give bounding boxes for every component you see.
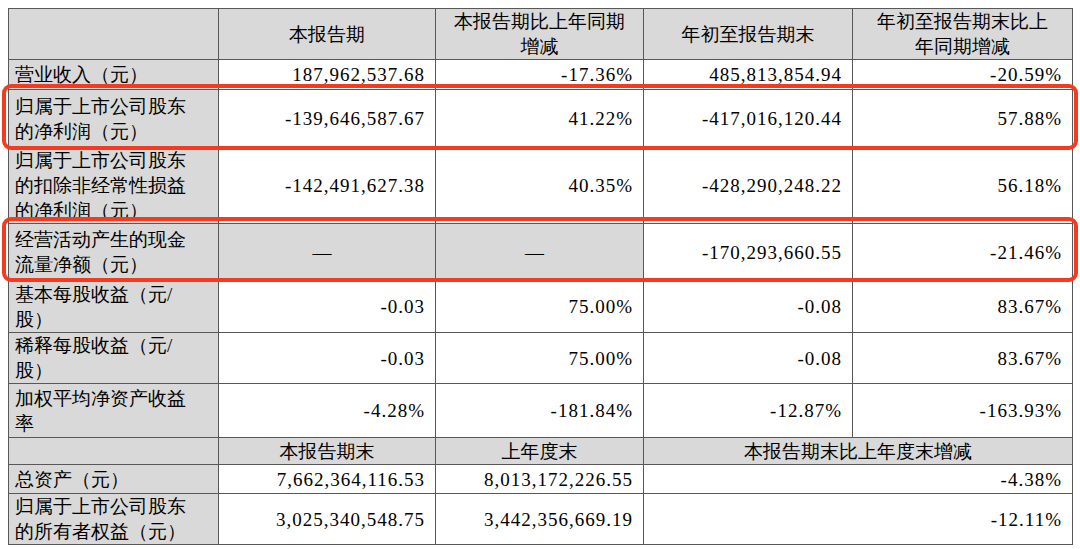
value-cell: -21.46% [853, 224, 1073, 281]
table-row-operating-cash-flow: 经营活动产生的现金 流量净额（元） — — -170,293,660.55 -2… [9, 224, 1073, 281]
header-cell-current-period: 本报告期 [219, 9, 436, 60]
value-cell: -12.11% [644, 494, 1073, 545]
row-header-cell: 基本每股收益（元/ 股） [9, 281, 219, 333]
row-header-cell: 加权平均净资产收益 率 [9, 384, 219, 438]
table-row-net-profit: 归属于上市公司股东 的净利润（元） -139,646,587.67 41.22%… [9, 90, 1073, 148]
financial-report-snippet: 本报告期 本报告期比上年同期 增减 年初至报告期末 年初至报告期末比上 年同期增… [0, 0, 1080, 549]
value-cell: -20.59% [853, 60, 1073, 90]
value-cell: -170,293,660.55 [644, 224, 853, 281]
header-cell-ytd-yoy-change: 年初至报告期末比上 年同期增减 [853, 9, 1073, 60]
value-cell: 3,442,356,669.19 [436, 494, 644, 545]
row-header-cell: 经营活动产生的现金 流量净额（元） [9, 224, 219, 281]
header-cell-change-vs-prior-year-end: 本报告期末比上年度末增减 [644, 438, 1073, 465]
value-cell-dash: — [219, 224, 436, 281]
value-cell: 40.35% [436, 148, 644, 224]
table-row-shareholders-equity: 归属于上市公司股东 的所有者权益（元） 3,025,340,548.75 3,4… [9, 494, 1073, 545]
period-end-table: 本报告期末 上年度末 本报告期末比上年度末增减 总资产（元） 7,662,364… [8, 437, 1073, 545]
header-cell-period-end: 本报告期末 [219, 438, 436, 465]
row-header-cell: 归属于上市公司股东 的扣除非经常性损益 的净利润（元） [9, 148, 219, 224]
value-cell: 187,962,537.68 [219, 60, 436, 90]
row-header-cell: 营业收入（元） [9, 60, 219, 90]
value-cell: 83.67% [853, 333, 1073, 384]
value-cell: -0.03 [219, 281, 436, 333]
header-cell-blank [9, 9, 219, 60]
value-cell: -163.93% [853, 384, 1073, 438]
value-cell: -4.38% [644, 465, 1073, 494]
value-cell: -139,646,587.67 [219, 90, 436, 148]
value-cell: 3,025,340,548.75 [219, 494, 436, 545]
table-row-diluted-eps: 稀释每股收益（元/ 股） -0.03 75.00% -0.08 83.67% [9, 333, 1073, 384]
quarterly-results-table: 本报告期 本报告期比上年同期 增减 年初至报告期末 年初至报告期末比上 年同期增… [8, 8, 1073, 438]
table-row-net-profit-excl-nonrecurring: 归属于上市公司股东 的扣除非经常性损益 的净利润（元） -142,491,627… [9, 148, 1073, 224]
value-cell: -0.03 [219, 333, 436, 384]
value-cell: -12.87% [644, 384, 853, 438]
value-cell: -142,491,627.38 [219, 148, 436, 224]
value-cell: 56.18% [853, 148, 1073, 224]
value-cell: -428,290,248.22 [644, 148, 853, 224]
value-cell: -0.08 [644, 281, 853, 333]
value-cell: -4.28% [219, 384, 436, 438]
value-cell: 75.00% [436, 333, 644, 384]
row-header-cell: 稀释每股收益（元/ 股） [9, 333, 219, 384]
table-row-weighted-avg-roe: 加权平均净资产收益 率 -4.28% -181.84% -12.87% -163… [9, 384, 1073, 438]
header-cell-prior-year-end: 上年度末 [436, 438, 644, 465]
table-row-total-assets: 总资产（元） 7,662,364,116.53 8,013,172,226.55… [9, 465, 1073, 494]
value-cell: 8,013,172,226.55 [436, 465, 644, 494]
table-row-basic-eps: 基本每股收益（元/ 股） -0.03 75.00% -0.08 83.67% [9, 281, 1073, 333]
value-cell: -0.08 [644, 333, 853, 384]
header-cell-ytd: 年初至报告期末 [644, 9, 853, 60]
value-cell: 7,662,364,116.53 [219, 465, 436, 494]
row-header-cell: 归属于上市公司股东 的所有者权益（元） [9, 494, 219, 545]
header-cell-blank [9, 438, 219, 465]
header-cell-yoy-change: 本报告期比上年同期 增减 [436, 9, 644, 60]
value-cell: 485,813,854.94 [644, 60, 853, 90]
value-cell-dash: — [436, 224, 644, 281]
row-header-cell: 归属于上市公司股东 的净利润（元） [9, 90, 219, 148]
table-row-revenue: 营业收入（元） 187,962,537.68 -17.36% 485,813,8… [9, 60, 1073, 90]
table-header-row: 本报告期末 上年度末 本报告期末比上年度末增减 [9, 438, 1073, 465]
value-cell: -181.84% [436, 384, 644, 438]
value-cell: 83.67% [853, 281, 1073, 333]
value-cell: -417,016,120.44 [644, 90, 853, 148]
row-header-cell: 总资产（元） [9, 465, 219, 494]
value-cell: -17.36% [436, 60, 644, 90]
value-cell: 41.22% [436, 90, 644, 148]
value-cell: 75.00% [436, 281, 644, 333]
value-cell: 57.88% [853, 90, 1073, 148]
table-header-row: 本报告期 本报告期比上年同期 增减 年初至报告期末 年初至报告期末比上 年同期增… [9, 9, 1073, 60]
